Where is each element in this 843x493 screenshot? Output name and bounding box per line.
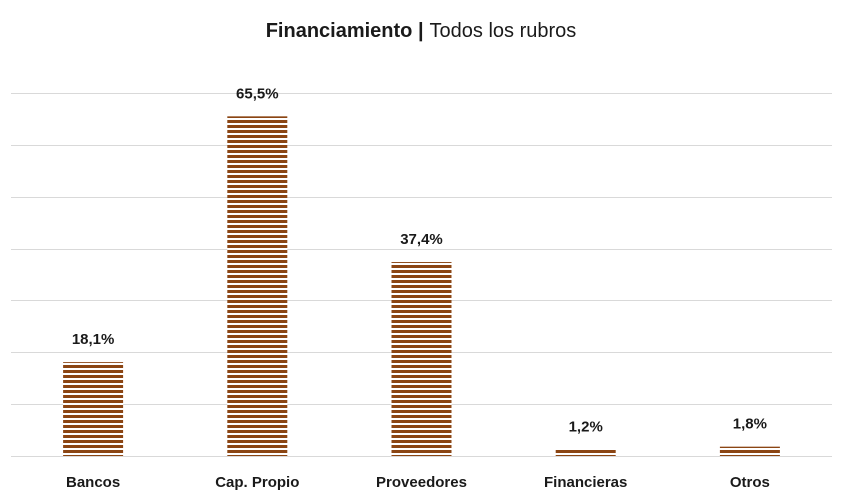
data-label: 1,2% — [569, 419, 603, 436]
data-label: 1,8% — [733, 416, 767, 433]
data-label: 37,4% — [400, 231, 443, 248]
x-tick-label: Bancos — [66, 474, 120, 491]
x-tick-label: Proveedores — [376, 474, 467, 491]
x-tick-label: Cap. Propio — [215, 474, 299, 491]
bar — [227, 116, 288, 456]
x-tick-label: Otros — [730, 474, 770, 491]
title-bold: Financiamiento | — [266, 20, 424, 42]
x-tick-label: Financieras — [544, 474, 627, 491]
bar — [719, 446, 780, 456]
chart-title: Financiamiento | Todos los rubros — [266, 20, 577, 42]
bar — [63, 362, 124, 456]
bar — [391, 262, 452, 456]
bar — [555, 449, 616, 456]
data-label: 18,1% — [72, 331, 115, 348]
data-label: 65,5% — [236, 85, 279, 102]
title-rest: Todos los rubros — [430, 20, 577, 42]
